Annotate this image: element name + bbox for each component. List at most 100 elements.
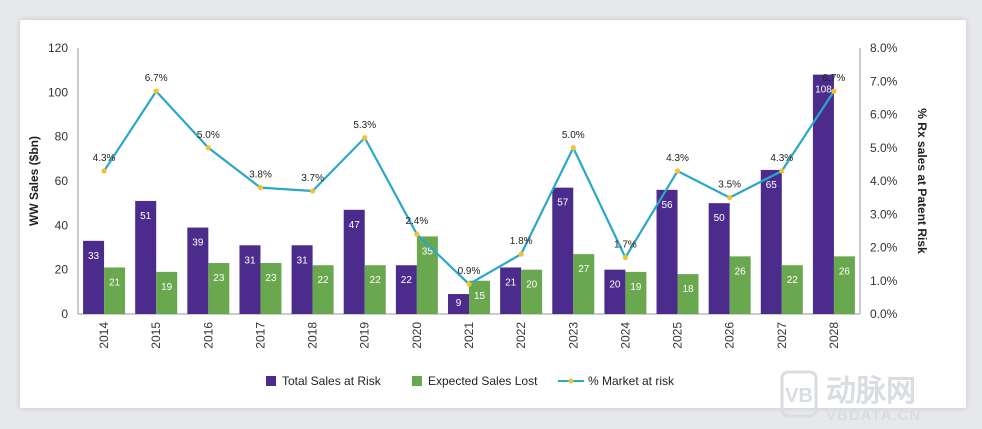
line-point-label: 3.8% xyxy=(249,170,272,181)
legend-label-market: % Market at risk xyxy=(588,374,675,388)
line-point xyxy=(622,254,629,261)
bar-lost xyxy=(573,254,595,314)
bar-value-label-total: 57 xyxy=(557,198,569,209)
y2-tick-label: 2.0% xyxy=(870,241,898,255)
bar-value-label-lost: 21 xyxy=(109,277,121,288)
bar-lost xyxy=(208,263,230,314)
line-point xyxy=(831,88,837,94)
line-point-label: 5.0% xyxy=(562,130,585,141)
line-point-label: 4.3% xyxy=(770,153,793,164)
bar-lost xyxy=(677,274,699,314)
watermark-logo-text: VB xyxy=(785,385,813,407)
y-tick-label: 80 xyxy=(55,130,69,144)
x-tick-label: 2026 xyxy=(723,322,737,349)
line-point xyxy=(101,168,107,174)
x-tick-label: 2014 xyxy=(97,322,111,349)
y-axis-title: WW Sales ($bn) xyxy=(27,136,41,226)
bar-value-label-lost: 35 xyxy=(422,246,434,257)
line-point-label: 6.7% xyxy=(823,73,846,84)
bar-value-label-total: 31 xyxy=(297,255,309,266)
watermark-logo-icon xyxy=(780,370,818,418)
legend: Total Sales at Risk Expected Sales Lost … xyxy=(266,374,675,388)
bar-value-label-total: 56 xyxy=(661,200,673,211)
line-point xyxy=(727,195,733,201)
bar-lost xyxy=(469,280,490,314)
bar-value-label-total: 47 xyxy=(349,220,361,231)
y2-tick-label: 0.0% xyxy=(870,307,898,321)
bar-value-label-lost: 20 xyxy=(526,280,538,291)
bar-total xyxy=(395,265,417,314)
line-point xyxy=(518,251,524,257)
x-tick-label: 2018 xyxy=(306,322,320,349)
x-tick-label: 2017 xyxy=(253,322,267,349)
y2-tick-label: 7.0% xyxy=(870,74,898,88)
line-point xyxy=(414,231,420,237)
legend-label-total: Total Sales at Risk xyxy=(282,374,382,388)
y-tick-label: 0 xyxy=(61,307,68,321)
watermark-en: VBDATA.CN xyxy=(826,407,921,424)
line-point-label: 1.8% xyxy=(510,236,533,247)
line-point-label: 4.3% xyxy=(666,153,689,164)
y2-tick-label: 4.0% xyxy=(870,174,898,188)
line-point xyxy=(570,145,576,151)
bar-lost xyxy=(104,267,126,314)
bar-total xyxy=(500,267,522,314)
y2-tick-label: 3.0% xyxy=(870,207,898,221)
line-point-label: 3.7% xyxy=(301,173,324,184)
bar-value-label-lost: 26 xyxy=(839,266,851,277)
x-tick-label: 2028 xyxy=(827,322,841,349)
line-point-label: 5.3% xyxy=(353,120,376,131)
line-point-label: 5.0% xyxy=(197,130,220,141)
right-tick-labels: 0.0% 1.0% 2.0% 3.0% 4.0% 5.0% 6.0% 7.0% 8.0% xyxy=(870,41,898,321)
bar-value-label-total: 39 xyxy=(192,238,204,249)
y-tick-label: 20 xyxy=(55,263,69,277)
x-tick-label: 2016 xyxy=(201,322,215,349)
bar-total xyxy=(760,169,782,314)
bars: 33 21 51 19 39 23 31 23 31 22 47 22 22 35 9 15 21 20 57 27 2… xyxy=(83,74,855,314)
left-tick-labels: 0 20 40 60 80 100 120 xyxy=(48,41,68,321)
bar-value-label-total: 21 xyxy=(505,277,517,288)
line-point-label: 6.7% xyxy=(145,73,168,84)
y-tick-label: 60 xyxy=(55,174,69,188)
bar-total xyxy=(187,227,209,314)
bar-value-label-total: 20 xyxy=(609,280,621,291)
x-tick-label: 2015 xyxy=(149,322,163,349)
line-point xyxy=(779,168,785,174)
bar-value-label-lost: 22 xyxy=(787,275,799,286)
bar-value-label-total: 22 xyxy=(401,275,413,286)
legend-marker-market xyxy=(568,378,574,384)
bar-total xyxy=(812,74,834,314)
x-tick-label: 2022 xyxy=(514,322,528,349)
line-point xyxy=(205,145,211,151)
line-point-label: 3.5% xyxy=(718,180,741,191)
bar-value-label-total: 50 xyxy=(714,213,726,224)
y2-axis-title: % Rx sales at Patent Risk xyxy=(915,108,929,254)
bar-value-label-total: 31 xyxy=(244,255,256,266)
y-tick-label: 120 xyxy=(48,41,68,55)
line-point xyxy=(466,281,472,287)
bar-lost xyxy=(833,256,855,314)
bar-value-label-lost: 19 xyxy=(161,282,173,293)
bar-lost xyxy=(729,256,751,314)
bar-value-label-lost: 19 xyxy=(630,282,642,293)
bar-lost xyxy=(521,269,543,314)
bar-lost xyxy=(781,265,803,314)
bar-total xyxy=(552,187,574,314)
line-point-label: 4.3% xyxy=(93,153,116,164)
bar-total xyxy=(343,209,365,314)
bar-total xyxy=(239,245,261,314)
bar-total xyxy=(83,240,105,314)
bar-total xyxy=(708,203,730,314)
line-point xyxy=(257,185,264,191)
chart-card xyxy=(20,20,966,408)
line-point-label: 1.7% xyxy=(614,239,637,250)
x-tick-label: 2024 xyxy=(618,322,632,349)
bar-value-label-lost: 18 xyxy=(682,284,694,295)
line-series: 4.3% 6.7% 5.0% 3.8% 3.7% 5.3% 2.4% 0.9% 1.8% 5.0%… xyxy=(93,73,846,287)
bar-total xyxy=(135,200,157,314)
bar-lost xyxy=(416,236,438,314)
bar-value-label-total: 65 xyxy=(766,180,778,191)
line-point xyxy=(310,188,316,194)
x-tick-label: 2019 xyxy=(358,322,372,349)
